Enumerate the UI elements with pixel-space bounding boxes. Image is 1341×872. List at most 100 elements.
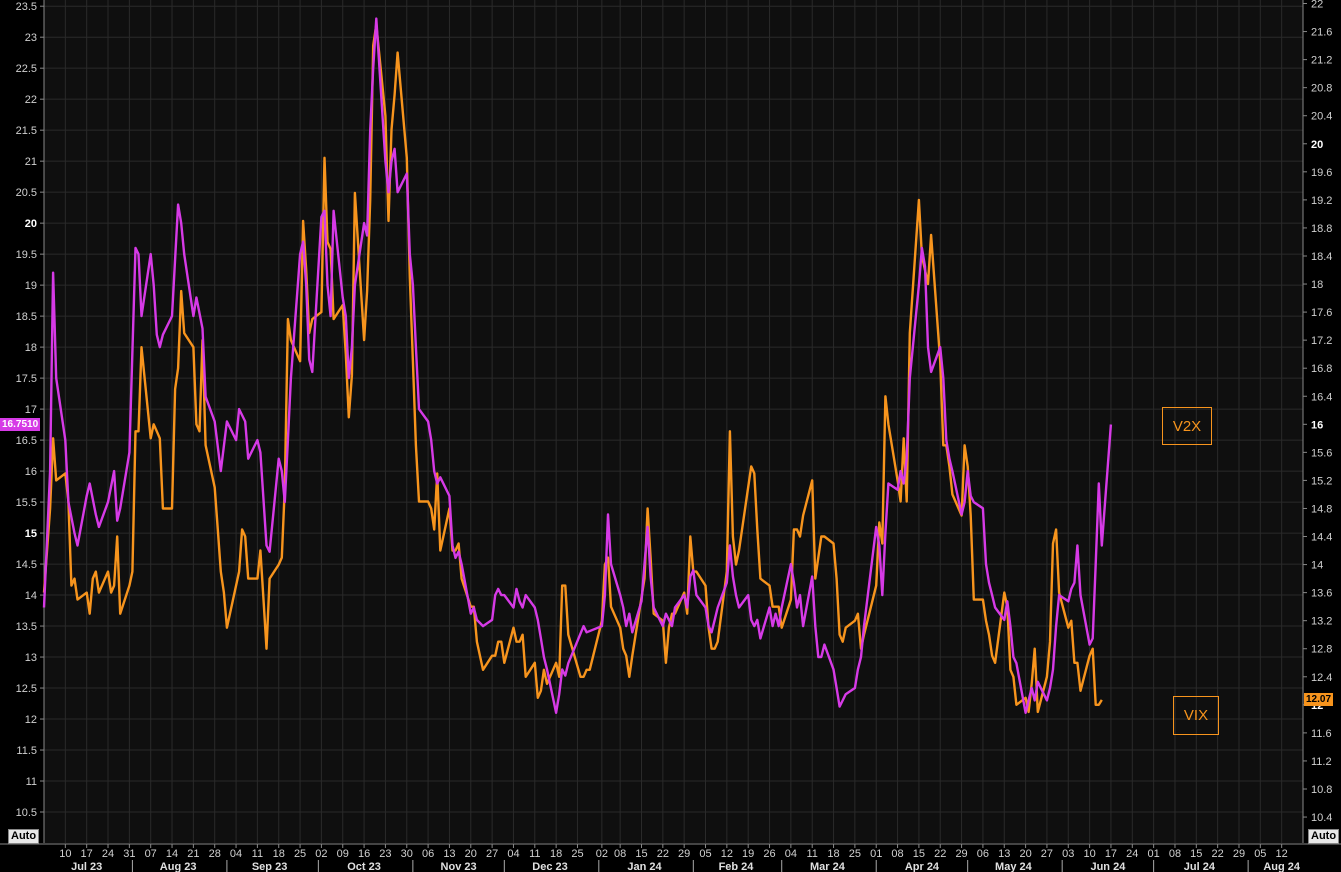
x-day-label: 14 <box>166 848 178 860</box>
x-month-label: Jan 24 <box>627 861 662 872</box>
left-tick-label: 11 <box>26 776 37 788</box>
x-day-label: 24 <box>1126 848 1138 860</box>
right-tick-label: 11.6 <box>1311 728 1332 740</box>
x-day-label: 09 <box>337 848 349 860</box>
x-day-label: 29 <box>678 848 690 860</box>
right-tick-label: 19.6 <box>1311 167 1332 179</box>
x-day-label: 15 <box>635 848 647 860</box>
x-day-label: 04 <box>507 848 519 860</box>
x-day-label: 01 <box>870 848 882 860</box>
x-day-label: 06 <box>422 848 434 860</box>
right-tick-label: 21.2 <box>1311 55 1332 67</box>
x-day-label: 27 <box>486 848 498 860</box>
x-day-label: 24 <box>102 848 114 860</box>
left-auto-scale-button[interactable]: Auto <box>8 829 40 844</box>
left-axis: 10.5 11 11.5 12 12.5 13 13.5 14 14.5 15 15.5 16 16.5… <box>16 1 44 819</box>
x-day-label: 12 <box>721 848 733 860</box>
left-tick-label: 15 <box>25 528 37 540</box>
series-line-vix <box>42 23 1103 714</box>
x-day-label: 10 <box>1083 848 1095 860</box>
x-day-label: 13 <box>998 848 1010 860</box>
x-day-label: 17 <box>1105 848 1117 860</box>
x-month-label: Sep 23 <box>252 861 287 872</box>
x-month-label: Dec 23 <box>532 861 567 872</box>
right-tick-label: 13.6 <box>1311 588 1332 600</box>
x-day-label: 02 <box>315 848 327 860</box>
left-tick-label: 18.5 <box>16 311 37 323</box>
x-day-label: 06 <box>977 848 989 860</box>
x-day-label: 03 <box>1062 848 1074 860</box>
left-tick-label: 23.5 <box>16 1 37 13</box>
x-day-label: 13 <box>443 848 455 860</box>
left-tick-label: 16 <box>25 466 37 478</box>
left-tick-label: 10.5 <box>16 807 37 819</box>
right-tick-label: 17.2 <box>1311 335 1332 347</box>
left-tick-label: 19 <box>25 280 37 292</box>
x-day-label: 20 <box>465 848 477 860</box>
left-tick-label: 21 <box>25 156 37 168</box>
left-tick-label: 17.5 <box>16 373 37 385</box>
x-day-label: 28 <box>209 848 221 860</box>
right-tick-label: 22 <box>1311 0 1323 11</box>
left-tick-label: 17 <box>25 404 37 416</box>
right-tick-label: 15.6 <box>1311 447 1332 459</box>
x-month-label: Jul 23 <box>71 861 102 872</box>
x-month-label: Aug 24 <box>1263 861 1301 872</box>
left-tick-label: 18 <box>25 342 37 354</box>
x-day-label: 17 <box>81 848 93 860</box>
x-day-label: 15 <box>913 848 925 860</box>
x-day-label: 11 <box>252 848 263 860</box>
x-day-label: 31 <box>123 848 135 860</box>
left-tick-label: 15.5 <box>16 497 37 509</box>
x-day-label: 25 <box>294 848 306 860</box>
right-tick-label: 19.2 <box>1311 195 1332 207</box>
x-day-label: 10 <box>59 848 71 860</box>
right-tick-label: 18.8 <box>1311 223 1332 235</box>
right-tick-label: 12.8 <box>1311 644 1332 656</box>
right-tick-label: 20 <box>1311 139 1323 151</box>
right-tick-label: 10.4 <box>1311 812 1332 824</box>
right-tick-label: 18 <box>1311 279 1323 291</box>
right-axis: 10.410.811.211.61212.412.813.213.61414.4… <box>1303 0 1332 824</box>
left-tick-label: 12 <box>25 714 37 726</box>
right-tick-label: 21.6 <box>1311 27 1332 39</box>
x-day-label: 16 <box>358 848 370 860</box>
x-day-label: 04 <box>230 848 242 860</box>
x-day-label: 05 <box>1254 848 1266 860</box>
left-tick-label: 13 <box>25 652 37 664</box>
right-tick-label: 11.2 <box>1311 756 1332 768</box>
x-day-label: 08 <box>891 848 903 860</box>
x-day-label: 01 <box>1148 848 1160 860</box>
left-tick-label: 12.5 <box>16 683 37 695</box>
right-tick-label: 15.2 <box>1311 475 1332 487</box>
x-day-label: 20 <box>1019 848 1031 860</box>
plot-area <box>44 0 1303 843</box>
x-day-label: 29 <box>1233 848 1245 860</box>
x-day-label: 08 <box>1169 848 1181 860</box>
series-line-v2x <box>42 17 1113 714</box>
right-auto-scale-button[interactable]: Auto <box>1308 829 1340 844</box>
vix-last-value-tag: 12.07 <box>1304 692 1334 706</box>
x-day-label: 25 <box>571 848 583 860</box>
left-tick-label: 14.5 <box>16 559 37 571</box>
x-month-label: Mar 24 <box>810 861 846 872</box>
axis-frame <box>0 0 1341 845</box>
left-tick-label: 11.5 <box>16 745 37 757</box>
v2x-last-value-tag: 16.7510 <box>0 417 41 431</box>
left-tick-label: 14 <box>25 590 37 602</box>
x-day-label: 05 <box>699 848 711 860</box>
x-day-label: 30 <box>401 848 413 860</box>
x-month-label: Aug 23 <box>160 861 197 872</box>
legend-vix: VIX <box>1173 696 1219 735</box>
x-month-label: Jun 24 <box>1090 861 1126 872</box>
left-tick-label: 22.5 <box>16 63 37 75</box>
left-tick-label: 20.5 <box>16 187 37 199</box>
x-day-label: 18 <box>273 848 285 860</box>
right-tick-label: 14.8 <box>1311 503 1332 515</box>
right-tick-label: 10.8 <box>1311 784 1332 796</box>
right-tick-label: 20.4 <box>1311 111 1332 123</box>
x-day-label: 07 <box>145 848 157 860</box>
left-tick-label: 23 <box>25 32 37 44</box>
x-day-label: 25 <box>849 848 861 860</box>
x-day-label: 18 <box>550 848 562 860</box>
